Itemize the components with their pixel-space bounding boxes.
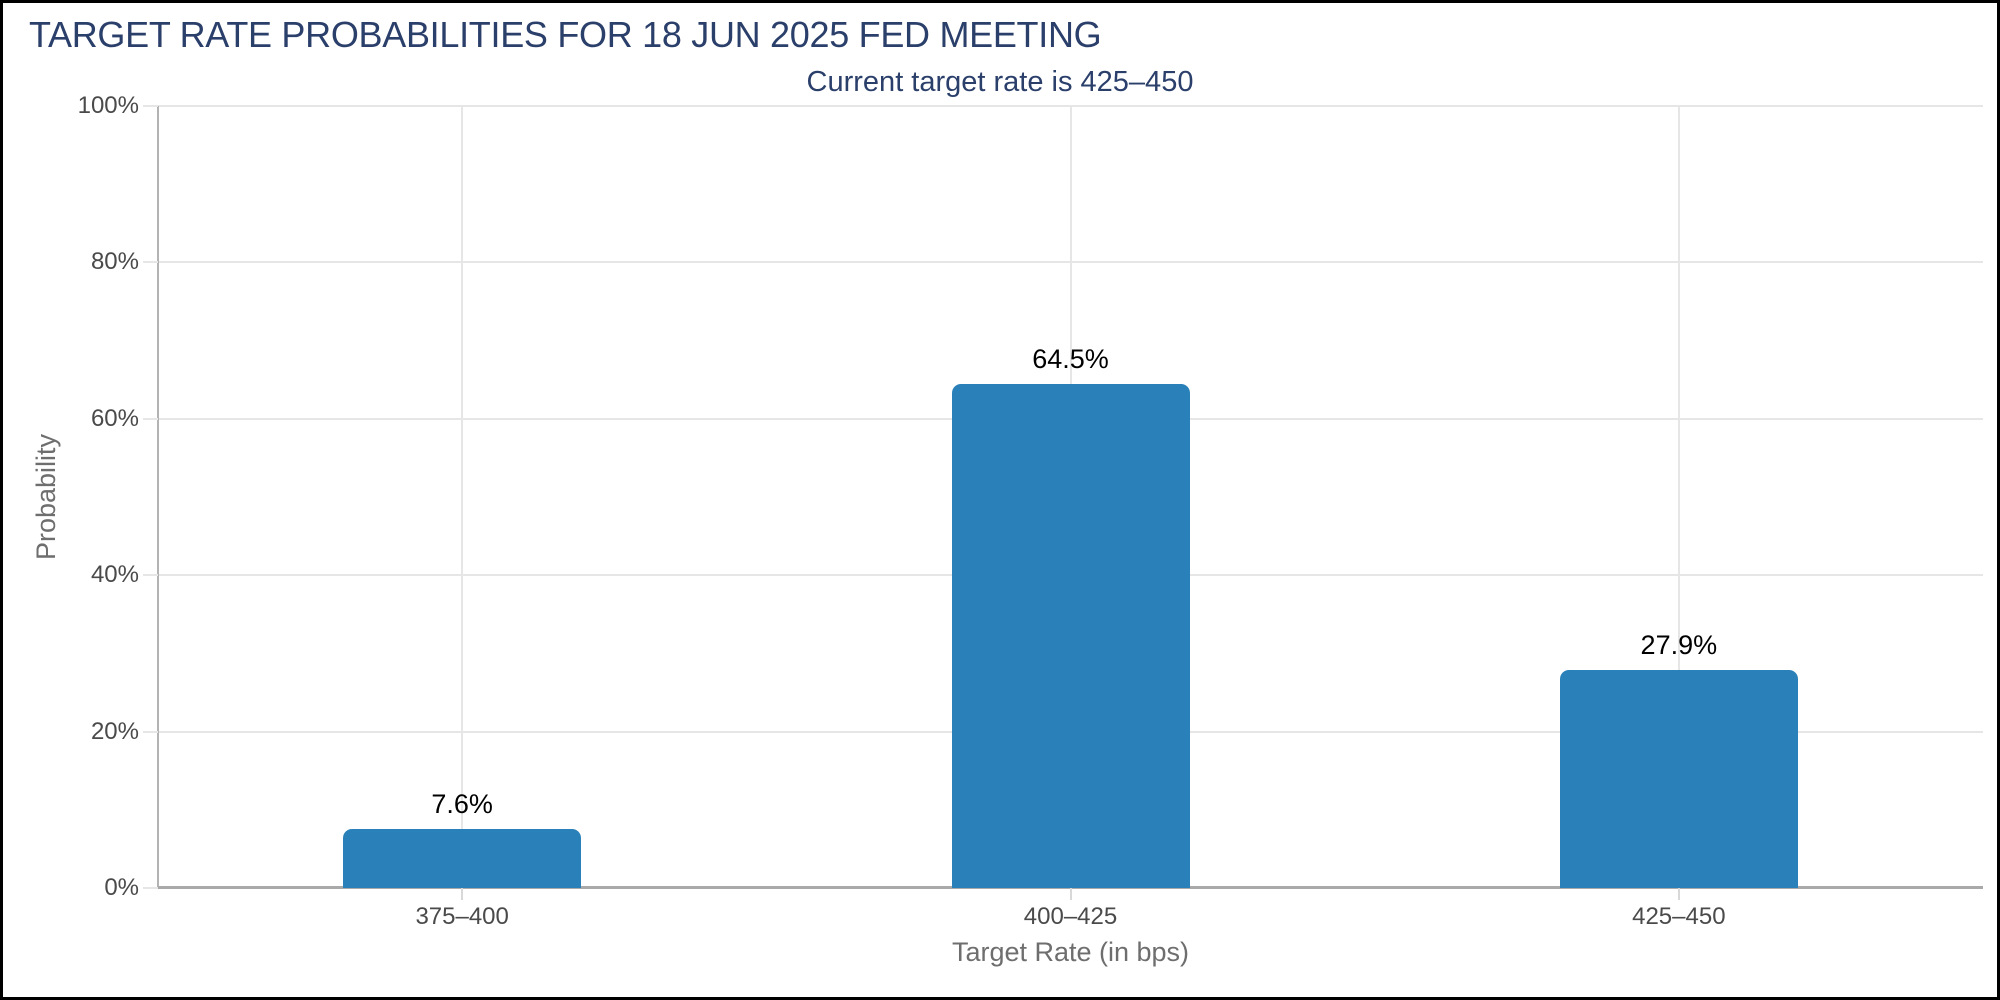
- plot-area: 7.6% 64.5% 27.9%: [157, 105, 1983, 889]
- bar-400-425[interactable]: [951, 384, 1190, 888]
- y-axis-line: [157, 106, 159, 888]
- bar-425-450[interactable]: [1559, 670, 1798, 888]
- y-tick-mark: [143, 574, 158, 577]
- x-tick-label: 375–400: [415, 903, 509, 930]
- y-tick-mark: [143, 417, 158, 420]
- y-axis-title: Probability: [31, 433, 61, 561]
- x-gridline: [1677, 106, 1680, 888]
- bar-value-label: 27.9%: [1640, 630, 1718, 660]
- chart-subtitle: Current target rate is 425–450: [806, 66, 1194, 98]
- x-axis-title: Target Rate (in bps): [951, 937, 1190, 967]
- y-tick-label: 0%: [104, 874, 139, 901]
- x-tick-mark: [461, 888, 464, 900]
- y-tick-mark: [143, 730, 158, 733]
- y-tick-label: 40%: [90, 561, 139, 589]
- x-tick-label: 425–450: [1632, 903, 1726, 930]
- y-tick-mark: [143, 105, 158, 107]
- x-tick-mark: [1069, 888, 1072, 900]
- y-tick-label: 20%: [90, 717, 139, 745]
- x-tick-mark: [1677, 888, 1680, 900]
- y-tick-label: 100%: [77, 92, 139, 119]
- bar-value-label: 64.5%: [1032, 344, 1109, 374]
- y-tick-label: 80%: [90, 248, 139, 276]
- y-tick-mark: [143, 887, 158, 889]
- bar-value-label: 7.6%: [431, 789, 493, 819]
- chart-title: TARGET RATE PROBABILITIES FOR 18 JUN 202…: [29, 14, 1102, 55]
- y-tick-mark: [143, 261, 158, 264]
- x-tick-label: 400–425: [1023, 903, 1118, 930]
- x-gridline: [461, 106, 464, 888]
- bar-375-400[interactable]: [343, 829, 582, 888]
- y-tick-label: 60%: [90, 404, 139, 432]
